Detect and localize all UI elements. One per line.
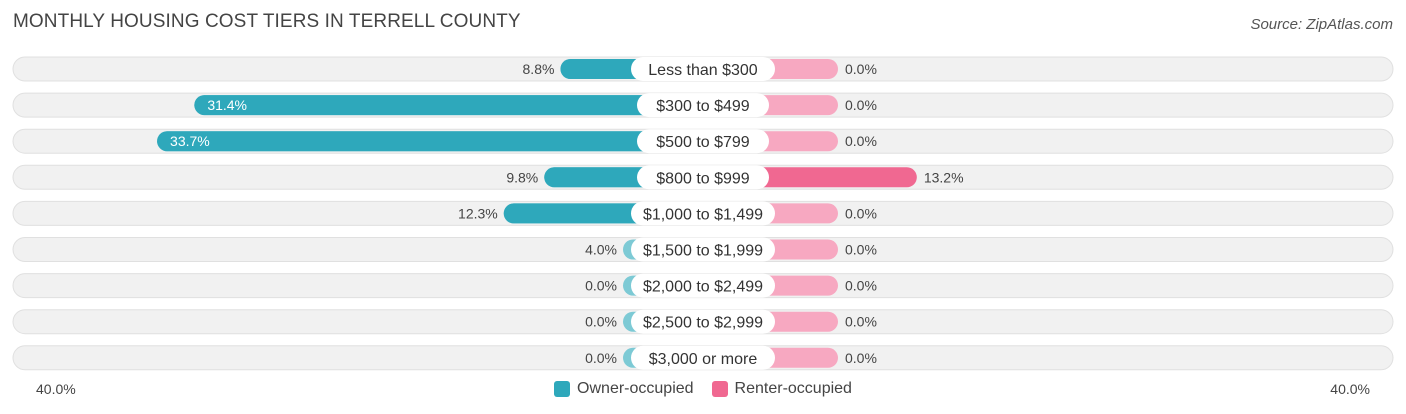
category-label: $500 to $799 — [656, 134, 750, 151]
category-label-box — [631, 273, 775, 298]
renter-value-label: 0.0% — [845, 61, 877, 77]
category-label-box — [631, 57, 775, 81]
renter-value-label: 0.0% — [845, 205, 877, 221]
chart-source: Source: ZipAtlas.com — [1250, 16, 1393, 33]
legend-label-owner: Owner-occupied — [577, 380, 694, 397]
chart-title: MONTHLY HOUSING COST TIERS IN TERRELL CO… — [13, 11, 521, 32]
owner-bar-strong — [157, 131, 703, 152]
renter-value-label: 0.0% — [845, 350, 877, 366]
owner-value-label: 4.0% — [585, 242, 617, 258]
owner-value-label: 33.7% — [170, 133, 210, 149]
owner-value-label: 31.4% — [207, 97, 247, 113]
category-label: $800 to $999 — [656, 170, 750, 187]
category-label-box — [637, 129, 769, 154]
category-label: Less than $300 — [648, 62, 758, 79]
renter-value-label: 0.0% — [845, 278, 877, 294]
category-label-box — [637, 165, 769, 190]
owner-value-label: 12.3% — [458, 205, 498, 221]
renter-value-label: 0.0% — [845, 133, 877, 149]
renter-value-label: 0.0% — [845, 97, 877, 113]
category-label: $1,000 to $1,499 — [643, 206, 763, 223]
legend-item-renter: Renter-occupied — [711, 380, 852, 398]
renter-value-label: 0.0% — [845, 242, 877, 258]
category-label-box — [631, 309, 775, 334]
owner-value-label: 0.0% — [585, 350, 617, 366]
housing-cost-chart: Less than $300 8.8% 0.0% $300 to $499 31.4% 0… — [12, 56, 1394, 371]
renter-value-label: 13.2% — [924, 169, 964, 185]
owner-value-label: 0.0% — [585, 314, 617, 330]
category-label: $2,000 to $2,499 — [643, 279, 763, 296]
owner-value-label: 9.8% — [506, 169, 538, 185]
axis-right-label: 40.0% — [1330, 381, 1370, 397]
axis-left-label: 40.0% — [36, 381, 76, 397]
legend-item-owner: Owner-occupied — [554, 380, 694, 398]
legend: Owner-occupied Renter-occupied — [0, 380, 1406, 398]
category-label: $3,000 or more — [649, 351, 758, 368]
renter-value-label: 0.0% — [845, 314, 877, 330]
owner-bar-strong — [194, 95, 703, 116]
owner-value-label: 0.0% — [585, 278, 617, 294]
category-label: $1,500 to $1,999 — [643, 243, 763, 260]
category-label-box — [631, 345, 775, 370]
category-label: $2,500 to $2,999 — [643, 315, 763, 332]
legend-swatch-renter — [711, 381, 728, 397]
owner-value-label: 8.8% — [523, 61, 555, 77]
category-label-box — [637, 93, 769, 118]
legend-swatch-owner — [554, 381, 571, 397]
category-label: $300 to $499 — [656, 98, 750, 115]
category-label-box — [631, 237, 775, 262]
legend-label-renter: Renter-occupied — [734, 380, 852, 397]
category-label-box — [631, 201, 775, 226]
